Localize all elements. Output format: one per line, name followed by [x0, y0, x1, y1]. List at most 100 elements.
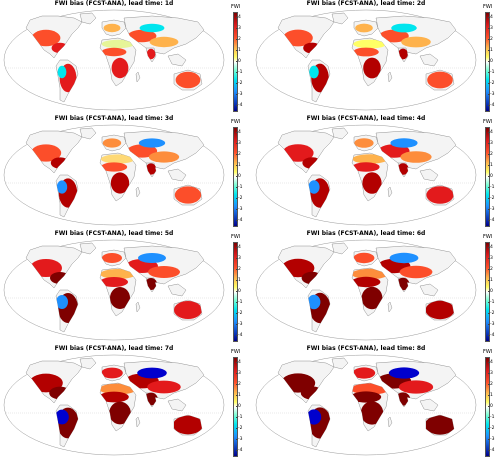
bias-patch-south-america: [56, 180, 68, 194]
bias-patch-australia: [174, 301, 202, 319]
colorbar-tick-label: -4: [238, 217, 243, 223]
map-panel-lead-8: FWI bias (FCST-ANA), lead time: 8d FWI 4 3 2…: [252, 345, 500, 460]
land-madagascar: [387, 186, 393, 198]
colorbar-tick-mark: [236, 406, 238, 407]
colorbar-tick-mark: [488, 439, 490, 440]
colorbar-tick-label: 4: [490, 359, 493, 365]
colorbar-tick-label: 3: [238, 255, 241, 261]
colorbar-tick-label: 2: [238, 381, 241, 387]
colorbar-tick-label: -4: [490, 102, 495, 108]
colorbar-tick-mark: [236, 165, 238, 166]
land-madagascar: [135, 301, 141, 313]
colorbar-tick-label: 2: [490, 151, 493, 157]
colorbar-tick-mark: [488, 61, 490, 62]
colorbar-tick-label: 2: [238, 151, 241, 157]
bias-patch-europe: [352, 367, 376, 379]
colorbar-tick-label: 4: [238, 14, 241, 20]
colorbar-tick-label: 1: [490, 392, 493, 398]
world-map: [3, 124, 225, 226]
bias-patch-africa: [353, 39, 387, 49]
bias-patch-africa: [100, 269, 136, 279]
bias-patch-asia: [148, 266, 180, 278]
bias-patch-asia: [391, 23, 417, 33]
bias-patch-india: [146, 48, 156, 60]
bias-patch-africa: [361, 286, 383, 310]
colorbar-tick-mark: [236, 61, 238, 62]
colorbar-tick-mark: [236, 105, 238, 106]
colorbar-tick-label: 4: [238, 244, 241, 250]
colorbar-tick-mark: [236, 373, 238, 374]
bias-patch-europe: [354, 138, 374, 148]
colorbar-tick-label: -3: [490, 321, 495, 327]
colorbar-tick-mark: [236, 291, 238, 292]
bias-patch-asia: [139, 23, 165, 33]
land-se-asia: [419, 168, 439, 182]
bias-field: [30, 138, 202, 208]
bias-patch-south-america: [55, 409, 69, 425]
colorbar-tick-mark: [488, 176, 490, 177]
bias-patch-australia: [173, 415, 203, 435]
colorbar-tick-mark: [236, 439, 238, 440]
colorbar-tick-label: 1: [490, 277, 493, 283]
bias-patch-south-america: [306, 409, 322, 425]
bias-patch-africa: [109, 401, 131, 425]
bias-patch-europe: [353, 252, 375, 264]
bias-patch-africa: [362, 172, 382, 194]
land-greenland: [79, 242, 97, 255]
land-se-asia: [167, 398, 187, 412]
bias-patch-africa: [352, 154, 388, 164]
colorbar-tick-mark: [236, 395, 238, 396]
bias-patch-africa: [110, 287, 130, 309]
map-panel-lead-6: FWI bias (FCST-ANA), lead time: 6d FWI 4 3 2…: [252, 230, 500, 345]
colorbar-tick-label: 2: [490, 36, 493, 42]
colorbar-tick-mark: [236, 313, 238, 314]
panel-title: FWI bias (FCST-ANA), lead time: 7d: [54, 345, 174, 352]
colorbar-tick-label: -3: [490, 91, 495, 97]
bias-patch-asia: [398, 380, 434, 394]
map-panel-lead-4: FWI bias (FCST-ANA), lead time: 4d FWI 4 3 2…: [252, 115, 500, 230]
bias-patch-africa: [100, 154, 136, 164]
bias-patch-asia: [137, 367, 167, 379]
land-greenland: [331, 12, 349, 25]
colorbar-tick-mark: [236, 280, 238, 281]
colorbar-tick-label: -1: [238, 299, 243, 305]
land-greenland: [331, 357, 349, 370]
colorbar-tick-mark: [488, 198, 490, 199]
colorbar-tick-mark: [236, 39, 238, 40]
bias-patch-africa: [101, 39, 135, 49]
colorbar-tick-mark: [488, 428, 490, 429]
land-greenland: [331, 127, 349, 140]
colorbar-tick-mark: [488, 335, 490, 336]
colorbar-tick-mark: [236, 83, 238, 84]
colorbar-tick-label: 3: [490, 140, 493, 146]
world-map: [3, 239, 225, 341]
bias-patch-asia: [127, 29, 157, 43]
colorbar-tick-mark: [488, 50, 490, 51]
colorbar-tick-label: 3: [490, 255, 493, 261]
colorbar: FWI 4 3 2 1 0 -1 -2 -3 -4: [231, 4, 248, 114]
bias-patch-asia: [138, 138, 166, 148]
bias-field: [283, 23, 453, 93]
bias-patch-europe: [103, 23, 121, 33]
colorbar-tick-mark: [236, 28, 238, 29]
colorbar-tick-label: -2: [490, 80, 495, 86]
colorbar-tick-mark: [488, 28, 490, 29]
panel-title: FWI bias (FCST-ANA), lead time: 3d: [54, 115, 174, 122]
bias-field: [31, 23, 201, 93]
colorbar-gradient: [233, 12, 238, 112]
panel-title: FWI bias (FCST-ANA), lead time: 6d: [306, 230, 426, 237]
colorbar-tick-label: -2: [490, 310, 495, 316]
bias-patch-australia: [175, 71, 201, 89]
colorbar-tick-mark: [236, 302, 238, 303]
colorbar: FWI 4 3 2 1 0 -1 -2 -3 -4: [483, 4, 500, 114]
panel-title: FWI bias (FCST-ANA), lead time: 2d: [306, 0, 426, 7]
colorbar-tick-mark: [236, 209, 238, 210]
bias-patch-europe: [102, 138, 122, 148]
colorbar-tick-mark: [488, 291, 490, 292]
colorbar-label: FWI: [483, 234, 493, 240]
colorbar-tick-label: -2: [238, 195, 243, 201]
colorbar-tick-mark: [488, 258, 490, 259]
colorbar-tick-mark: [488, 417, 490, 418]
bias-patch-australia: [174, 186, 202, 204]
world-map: [255, 354, 477, 456]
